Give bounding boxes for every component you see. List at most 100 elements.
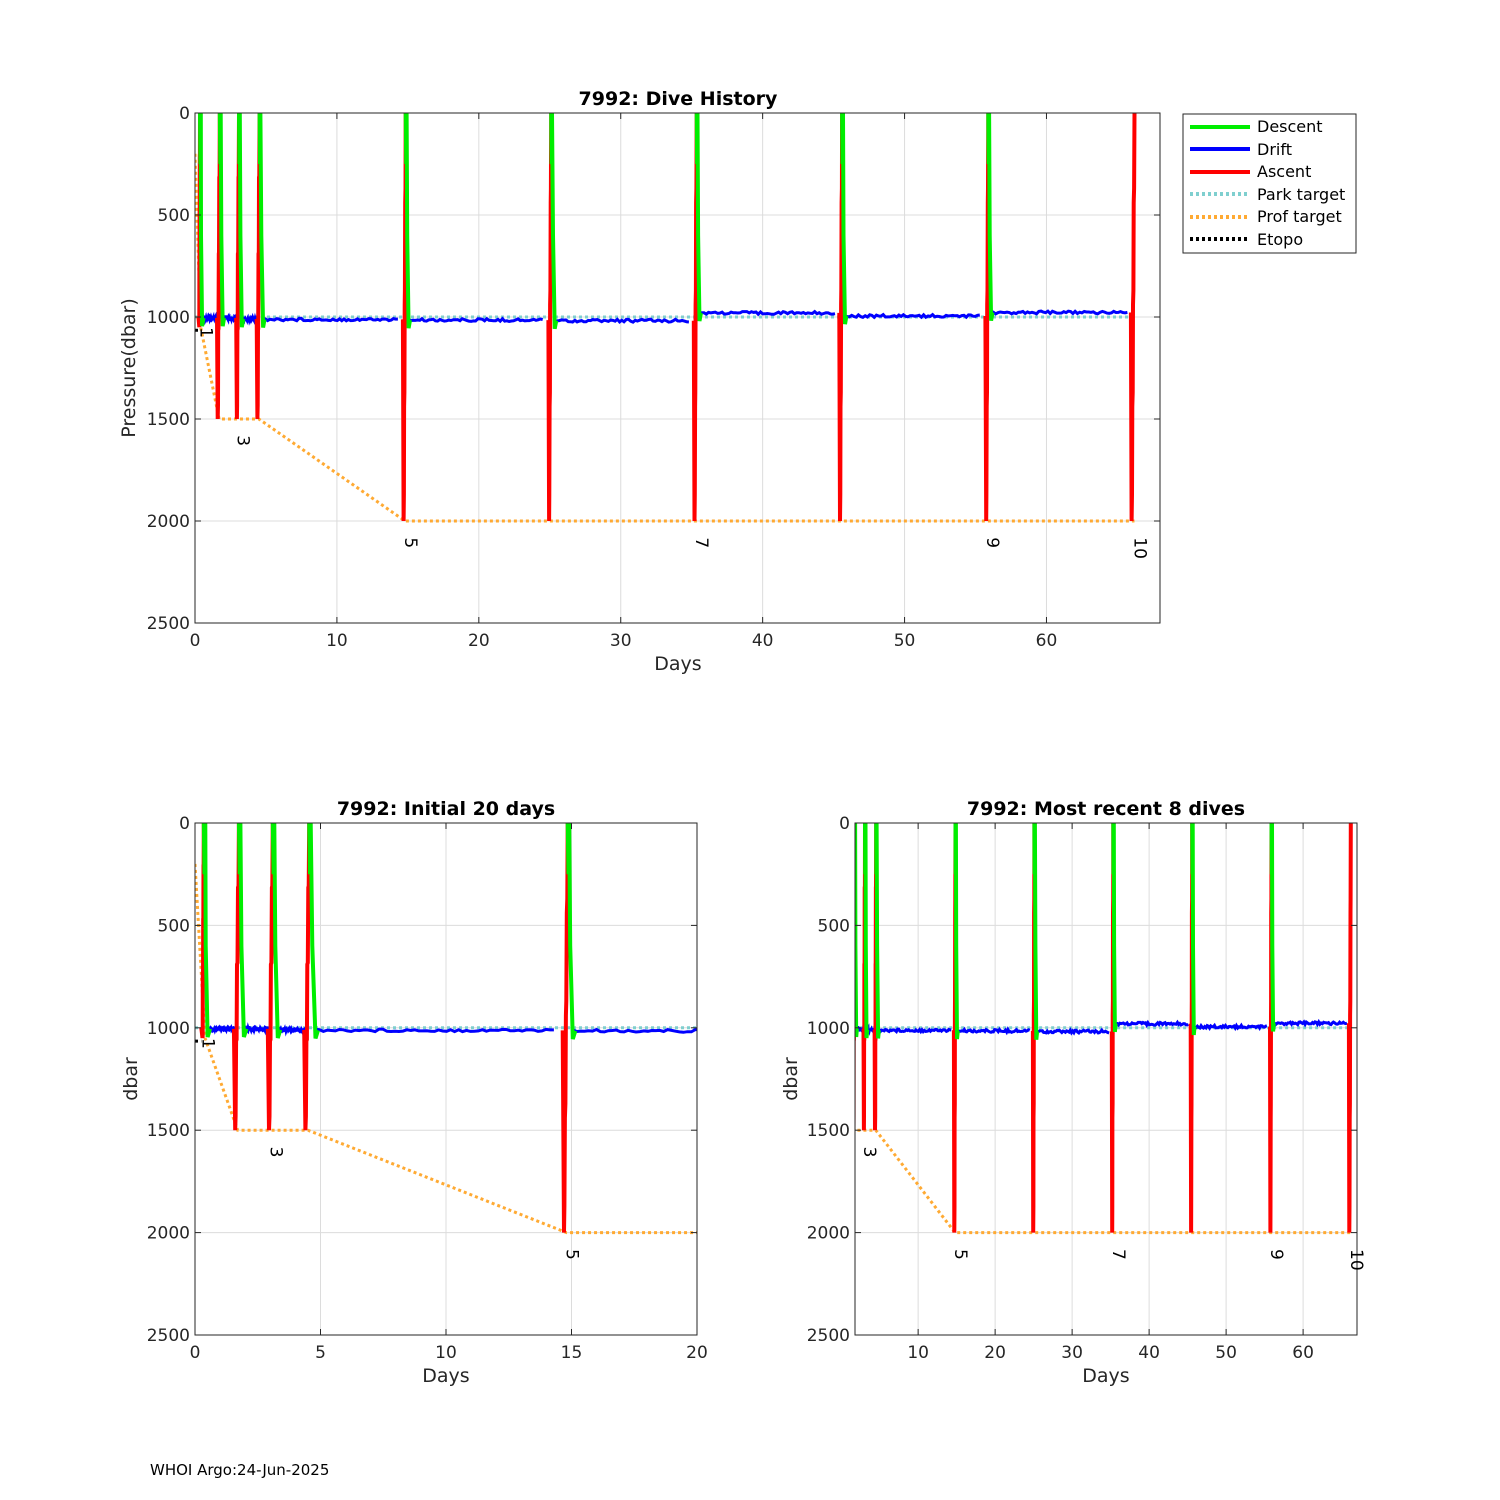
- descent-profile: [201, 823, 213, 1038]
- drift-segment: [572, 1027, 697, 1034]
- x-tick-label: 60: [1036, 631, 1058, 651]
- legend-label-etopo: Etopo: [1257, 230, 1303, 249]
- profile-number-label: 3: [265, 1147, 285, 1158]
- x-tick-label: 30: [1061, 1343, 1083, 1363]
- x-tick-label: 40: [752, 631, 774, 651]
- drift-segment: [554, 317, 690, 324]
- profile-number-label: 10: [1129, 537, 1149, 559]
- descent-profile: [953, 823, 960, 1040]
- ascent-profile: [1128, 113, 1137, 522]
- y-tick-label: 0: [179, 814, 190, 834]
- descent-profile: [863, 823, 870, 1039]
- y-tick-label: 2000: [147, 512, 190, 532]
- ascent-profile: [1346, 823, 1353, 1233]
- recent-ylabel: dbar: [780, 1057, 802, 1101]
- profile-number-label: 9: [1266, 1249, 1286, 1260]
- x-tick-label: 5: [315, 1343, 326, 1363]
- drift-segment: [1272, 1018, 1348, 1028]
- descent-profile: [1190, 823, 1197, 1036]
- ascent-profile: [560, 823, 570, 1233]
- descent-profile: [270, 823, 283, 1039]
- initial-ylabel: dbar: [120, 1057, 142, 1101]
- drift-segment: [1193, 1022, 1268, 1032]
- dive-history-title: 7992: Dive History: [579, 88, 778, 110]
- y-tick-label: 500: [158, 206, 190, 226]
- descent-profile: [874, 823, 881, 1039]
- y-tick-label: 1500: [807, 1121, 850, 1141]
- legend-item-park-target: Park target: [1190, 185, 1345, 204]
- profile-number-label: 3: [859, 1147, 879, 1158]
- initial-20-days-panel: 0 5 10 15 20 0 500 1000 1500 2000 2500 1 3 5 7992: I…: [120, 798, 708, 1387]
- x-tick-label: 0: [190, 1343, 201, 1363]
- descent-profile: [1032, 823, 1040, 1040]
- profile-number-label: 7: [1108, 1249, 1128, 1260]
- descent-profile: [236, 823, 249, 1038]
- ascent-profile: [302, 823, 312, 1131]
- drift-segment: [699, 309, 836, 317]
- y-tick-label: 500: [818, 916, 850, 936]
- profile-number-label: 1: [196, 327, 216, 338]
- y-tick-label: 1500: [147, 1121, 190, 1141]
- y-tick-label: 500: [158, 916, 190, 936]
- descent-profile: [257, 113, 267, 328]
- profile-number-label: 3: [233, 435, 253, 446]
- drift-segment: [262, 316, 398, 323]
- drift-segment: [1036, 1027, 1110, 1036]
- drift-segment: [955, 1026, 1031, 1036]
- y-tick-label: 1000: [147, 308, 190, 328]
- dive-history-data: [195, 113, 1137, 523]
- initial-title: 7992: Initial 20 days: [337, 798, 555, 820]
- descent-profile: [549, 113, 559, 330]
- drift-segment: [315, 1027, 554, 1034]
- x-tick-label: 20: [984, 1343, 1006, 1363]
- descent-profile: [986, 113, 995, 322]
- legend: Descent Drift Ascent Park target Prof ta…: [1182, 113, 1357, 254]
- recent-ticks: 10 20 30 40 50 60 0 500 1000 1500 2000 2500: [807, 814, 1357, 1363]
- legend-label-ascent: Ascent: [1257, 162, 1311, 181]
- recent-profile-labels: 3 5 7 9 10: [859, 1147, 1366, 1271]
- x-tick-label: 10: [326, 631, 348, 651]
- dive-history-ticks: 0 10 20 30 40 50 60 0 500 1000 1500 2000 2500: [147, 104, 1160, 651]
- drift-segment: [990, 309, 1128, 316]
- descent-profile: [307, 823, 320, 1039]
- y-tick-label: 1500: [147, 410, 190, 430]
- x-tick-label: 20: [468, 631, 490, 651]
- descent-profile: [198, 113, 206, 327]
- y-tick-label: 1000: [807, 1019, 850, 1039]
- y-tick-label: 2000: [807, 1224, 850, 1244]
- legend-item-prof-target: Prof target: [1190, 207, 1342, 226]
- x-tick-label: 10: [907, 1343, 929, 1363]
- profile-number-label: 5: [400, 537, 420, 548]
- footer-credit: WHOI Argo:24-Jun-2025: [150, 1461, 330, 1479]
- y-tick-label: 2000: [147, 1224, 190, 1244]
- descent-profile: [565, 823, 578, 1040]
- initial-xlabel: Days: [422, 1365, 469, 1387]
- legend-item-descent: Descent: [1190, 117, 1323, 136]
- y-tick-label: 2500: [807, 1326, 850, 1346]
- recent-8-dives-panel: 10 20 30 40 50 60 0 500 1000 1500 2000 2500 3 5 7 9 10 …: [780, 798, 1366, 1387]
- descent-profile: [1269, 823, 1276, 1032]
- x-tick-label: 50: [894, 631, 916, 651]
- y-tick-label: 2500: [147, 1326, 190, 1346]
- y-tick-label: 2500: [147, 614, 190, 634]
- descent-profile: [694, 113, 703, 322]
- x-tick-label: 20: [686, 1343, 708, 1363]
- dive-history-profile-labels: 1 3 5 7 9 10: [196, 327, 1150, 559]
- initial-profile-labels: 1 3 5: [197, 1038, 581, 1260]
- x-tick-label: 60: [1292, 1343, 1314, 1363]
- descent-profile: [840, 113, 849, 325]
- drift-segment: [844, 312, 980, 320]
- drift-segment: [206, 1024, 236, 1035]
- legend-item-etopo: Etopo: [1190, 230, 1303, 249]
- y-tick-label: 0: [179, 104, 190, 124]
- profile-number-label: 1: [197, 1038, 217, 1049]
- drift-segment: [1114, 1019, 1189, 1029]
- legend-item-drift: Drift: [1190, 140, 1292, 159]
- descent-profile: [403, 113, 412, 329]
- recent-title: 7992: Most recent 8 dives: [967, 798, 1245, 820]
- x-tick-label: 50: [1215, 1343, 1237, 1363]
- dive-history-xlabel: Days: [654, 653, 701, 675]
